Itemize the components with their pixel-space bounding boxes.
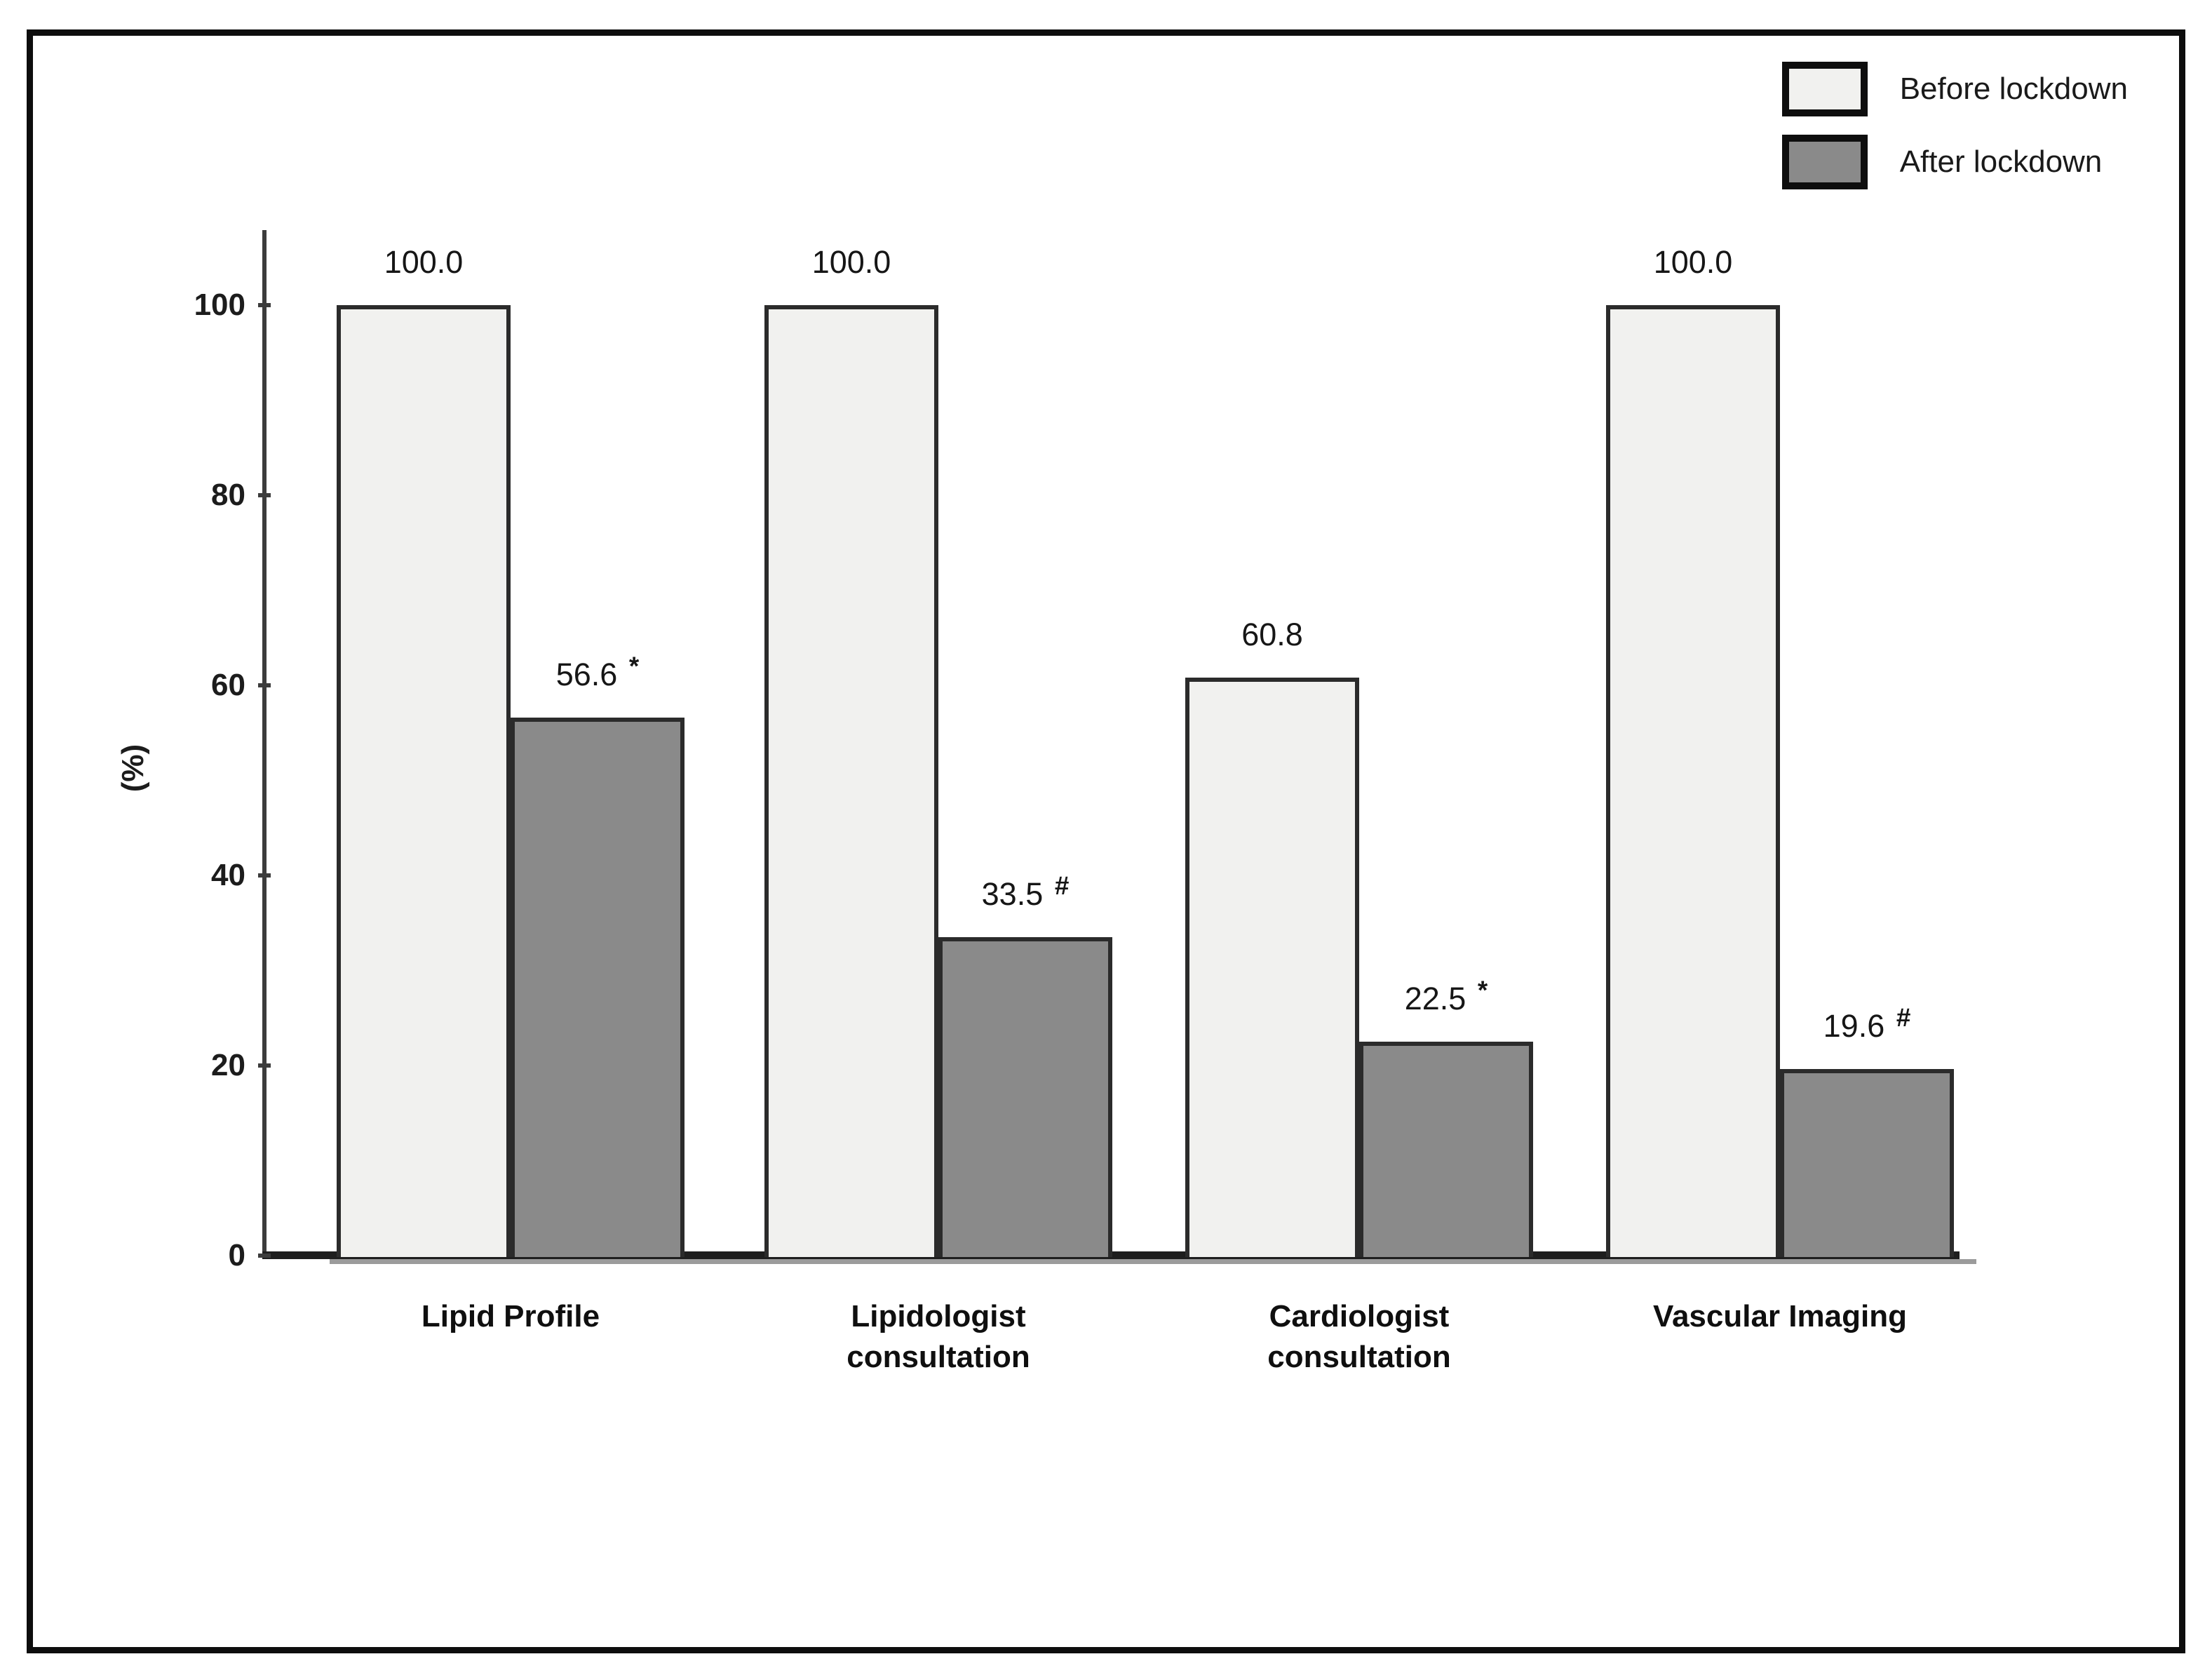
legend-swatch bbox=[1781, 135, 1868, 189]
category-label: Vascular Imaging bbox=[1653, 1299, 1907, 1333]
bar-after-lockdown bbox=[938, 937, 1112, 1257]
y-tick-mark bbox=[258, 873, 271, 878]
bar-before-lockdown bbox=[764, 305, 938, 1257]
significance-marker: * bbox=[1477, 975, 1488, 1004]
bar-before-lockdown bbox=[337, 305, 511, 1257]
category-label: Lipidologist consultation bbox=[847, 1299, 1030, 1375]
bar-value-label: 56.6 * bbox=[450, 653, 745, 693]
bar-value-label: 22.5 * bbox=[1299, 977, 1593, 1017]
legend-label: Before lockdown bbox=[1899, 72, 2128, 106]
bar-value-text: 100.0 bbox=[1653, 244, 1733, 280]
bar-before-lockdown bbox=[1185, 678, 1359, 1257]
y-tick-mark bbox=[258, 683, 271, 687]
bar-value-label: 100.0 bbox=[1546, 246, 1840, 278]
y-tick-label: 40 bbox=[211, 858, 245, 892]
bar-value-text: 33.5 bbox=[981, 876, 1044, 913]
bar-value-text: 100.0 bbox=[384, 244, 464, 280]
bar-value-label: 33.5 # bbox=[878, 873, 1173, 913]
bar-value-label: 100.0 bbox=[276, 246, 571, 278]
bar-value-label: 100.0 bbox=[704, 246, 999, 278]
y-tick-label: 20 bbox=[211, 1048, 245, 1082]
significance-marker: * bbox=[628, 651, 640, 680]
bar-value-text: 19.6 bbox=[1823, 1008, 1885, 1044]
significance-marker: # bbox=[1054, 871, 1070, 900]
significance-marker: # bbox=[1896, 1002, 1911, 1032]
legend-item: Before lockdown bbox=[1781, 62, 2128, 116]
bar-value-text: 56.6 bbox=[555, 657, 618, 693]
y-axis-title: (%) bbox=[116, 744, 150, 793]
y-axis-line bbox=[262, 230, 267, 1258]
bar-value-text: 22.5 bbox=[1404, 981, 1466, 1017]
legend: Before lockdown After lockdown bbox=[1781, 62, 2128, 189]
bar-after-lockdown bbox=[511, 718, 684, 1257]
x-axis-shadow-line bbox=[330, 1259, 1976, 1264]
legend-swatch bbox=[1781, 62, 1868, 116]
legend-item: After lockdown bbox=[1781, 135, 2128, 189]
y-tick-label: 100 bbox=[194, 288, 245, 322]
y-tick-mark bbox=[258, 1063, 271, 1068]
bar-value-label: 19.6 # bbox=[1720, 1004, 2014, 1044]
bar-after-lockdown bbox=[1359, 1042, 1533, 1257]
y-tick-label: 60 bbox=[211, 668, 245, 702]
category-label: Lipid Profile bbox=[421, 1299, 600, 1333]
bar-after-lockdown bbox=[1780, 1069, 1954, 1257]
legend-label: After lockdown bbox=[1899, 145, 2103, 179]
y-tick-mark bbox=[258, 303, 271, 307]
bar-value-text: 60.8 bbox=[1241, 617, 1303, 653]
y-tick-mark bbox=[258, 1254, 271, 1258]
y-tick-mark bbox=[258, 493, 271, 497]
bar-before-lockdown bbox=[1606, 305, 1780, 1257]
bar-value-text: 100.0 bbox=[811, 244, 891, 280]
category-label: Cardiologist consultation bbox=[1267, 1299, 1451, 1375]
bar-value-label: 60.8 bbox=[1125, 619, 1419, 650]
y-tick-label: 80 bbox=[211, 478, 245, 512]
y-tick-label: 0 bbox=[228, 1238, 245, 1272]
